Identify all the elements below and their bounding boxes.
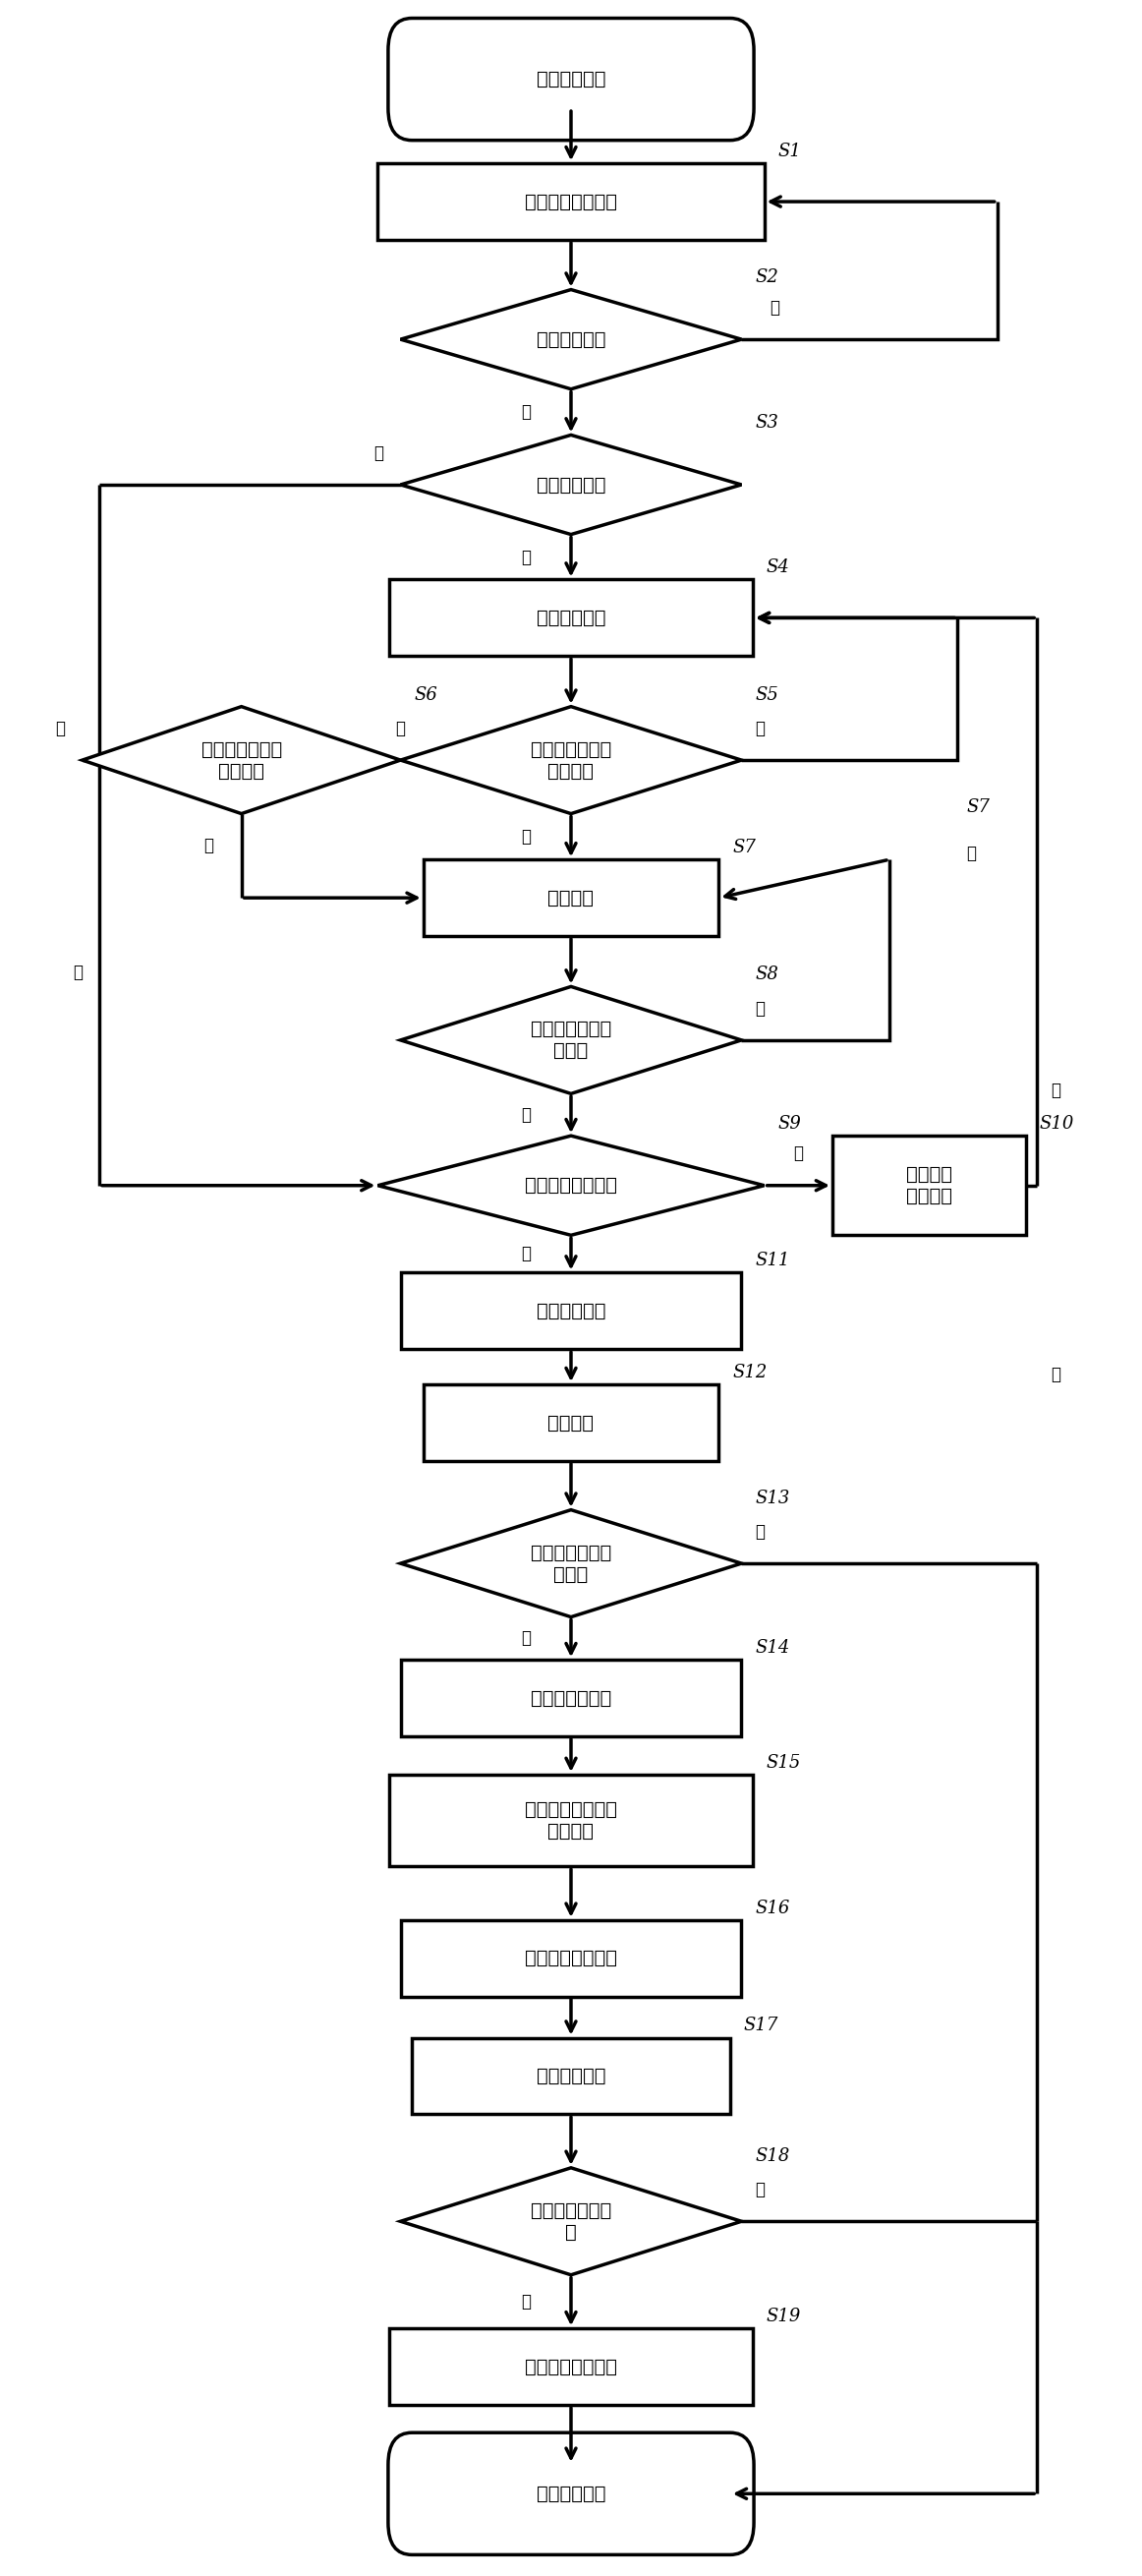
Text: 是: 是	[770, 299, 780, 317]
Text: 调整道路权值: 调整道路权值	[537, 2066, 605, 2087]
Text: 是否手绘规划: 是否手绘规划	[537, 477, 605, 495]
Bar	[412, 2038, 730, 2115]
Text: 是否开始导航: 是否开始导航	[537, 330, 605, 348]
Bar	[389, 1775, 753, 1868]
Text: S10: S10	[1039, 1115, 1073, 1133]
Text: 否: 否	[521, 827, 530, 845]
Polygon shape	[378, 1136, 764, 1236]
Text: 否: 否	[755, 719, 765, 737]
Text: S15: S15	[766, 1754, 802, 1772]
Text: 是: 是	[521, 1244, 530, 1262]
Text: 是: 是	[521, 549, 530, 567]
Text: 所有轨迹输入是
否结束: 所有轨迹输入是 否结束	[531, 1543, 611, 1584]
Text: 设置轨迹属性: 设置轨迹属性	[537, 1301, 605, 1321]
Text: 当前轨迹绘制是
否结束: 当前轨迹绘制是 否结束	[531, 1020, 611, 1061]
Bar	[424, 860, 718, 935]
Polygon shape	[401, 987, 741, 1095]
Bar	[389, 580, 753, 657]
Text: 是否选中已经绘
制的轨迹: 是否选中已经绘 制的轨迹	[531, 739, 611, 781]
Bar	[389, 2329, 753, 2406]
Bar	[401, 1273, 741, 1350]
Text: 是否保留当前轨迹: 是否保留当前轨迹	[525, 1177, 617, 1195]
Text: 绘制轨迹: 绘制轨迹	[548, 889, 594, 907]
Text: S7: S7	[732, 840, 756, 855]
Polygon shape	[401, 289, 741, 389]
Text: 否: 否	[755, 2182, 765, 2197]
FancyBboxPatch shape	[388, 18, 754, 139]
Text: 感应手绘轨迹: 感应手绘轨迹	[537, 608, 605, 626]
Text: S5: S5	[755, 685, 779, 703]
Text: S8: S8	[755, 966, 779, 984]
Text: 屏幕坐标与地理坐
标的转换: 屏幕坐标与地理坐 标的转换	[525, 1801, 617, 1842]
Bar	[401, 1659, 741, 1736]
Text: 否: 否	[521, 404, 530, 420]
Bar	[833, 1136, 1026, 1236]
Text: 导航规划结束: 导航规划结束	[537, 2483, 605, 2504]
Polygon shape	[401, 1510, 741, 1618]
Text: 清空所有手绘轨迹: 清空所有手绘轨迹	[525, 2357, 617, 2375]
Polygon shape	[82, 706, 401, 814]
Text: S9: S9	[778, 1115, 802, 1133]
Polygon shape	[401, 706, 741, 814]
Text: 常规导航路径规划: 常规导航路径规划	[525, 193, 617, 211]
Polygon shape	[401, 435, 741, 533]
Text: 构建轨迹缓冲区: 构建轨迹缓冲区	[531, 1690, 611, 1708]
Text: S4: S4	[766, 559, 790, 577]
Text: 否: 否	[755, 1522, 765, 1540]
Text: 是: 是	[521, 2293, 530, 2311]
Text: S3: S3	[755, 415, 779, 433]
Text: S11: S11	[755, 1252, 790, 1270]
Text: S7: S7	[966, 799, 990, 817]
Text: 是: 是	[56, 719, 65, 737]
Text: 清空当前
手绘轨迹: 清空当前 手绘轨迹	[906, 1164, 952, 1206]
Text: 是: 是	[521, 1105, 530, 1123]
Bar	[401, 1919, 741, 1996]
Text: 查找缓冲区内道路: 查找缓冲区内道路	[525, 1950, 617, 1968]
Text: S13: S13	[755, 1489, 790, 1507]
Text: 否: 否	[794, 1144, 803, 1162]
Text: 是: 是	[72, 963, 82, 981]
Text: S1: S1	[778, 142, 802, 160]
Text: 是: 是	[521, 1631, 530, 1646]
Text: 是否开始导航规
划: 是否开始导航规 划	[531, 2202, 611, 2241]
Text: S16: S16	[755, 1899, 790, 1917]
Text: 是: 是	[395, 719, 405, 737]
Text: S18: S18	[755, 2146, 790, 2164]
Polygon shape	[401, 2169, 741, 2275]
Text: S2: S2	[755, 268, 779, 286]
Text: S12: S12	[732, 1363, 767, 1381]
Text: 轨迹存储: 轨迹存储	[548, 1414, 594, 1432]
Text: S6: S6	[415, 685, 437, 703]
Text: 否: 否	[755, 999, 765, 1018]
Text: S17: S17	[743, 2017, 779, 2035]
Text: 否: 否	[203, 837, 214, 855]
Text: 是否修改已经绘
制的轨迹: 是否修改已经绘 制的轨迹	[201, 739, 282, 781]
Bar	[378, 162, 764, 240]
Bar	[424, 1383, 718, 1461]
Text: 进入导航规划: 进入导航规划	[537, 70, 605, 88]
Text: S19: S19	[766, 2308, 802, 2326]
Text: 否: 否	[966, 845, 976, 863]
Text: 否: 否	[373, 443, 384, 461]
Text: S14: S14	[755, 1638, 790, 1656]
Text: 是: 是	[1051, 1082, 1061, 1100]
FancyBboxPatch shape	[388, 2432, 754, 2555]
Text: 否: 否	[1051, 1365, 1061, 1383]
